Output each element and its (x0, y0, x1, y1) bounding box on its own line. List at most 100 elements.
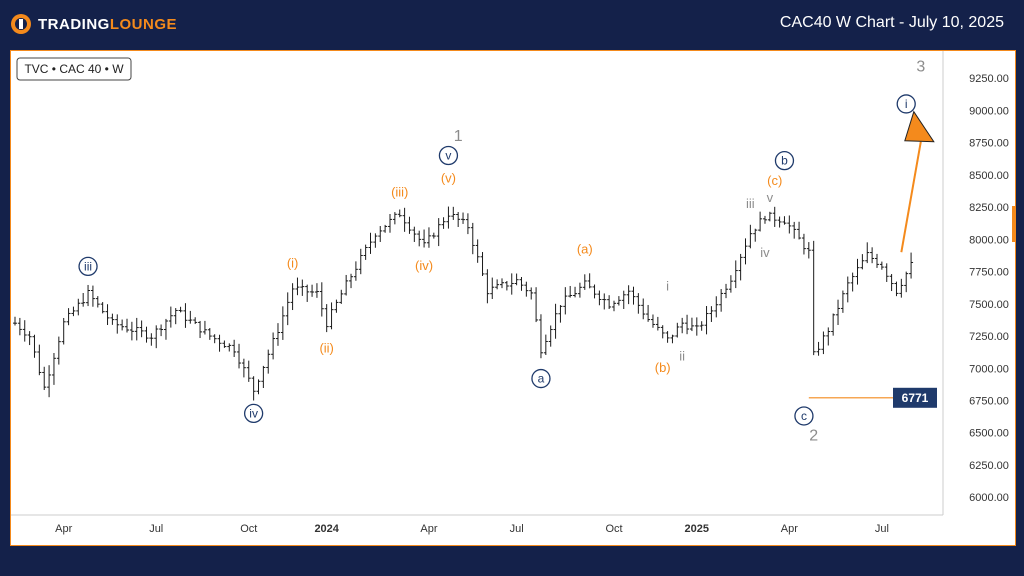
ohlc-bar (685, 314, 690, 335)
ohlc-bar (772, 206, 777, 227)
logo-text: TRADINGLOUNGE (38, 15, 177, 33)
symbol-badge-box (16, 57, 132, 81)
ohlc-bar (694, 317, 699, 336)
symbol-badge[interactable]: TVC • CAC 40 • W (16, 57, 132, 81)
ohlc-bar (183, 303, 188, 328)
wave-label: (ii) (319, 341, 333, 356)
projection-arrow-head (904, 110, 935, 143)
wave-label: a (531, 368, 551, 389)
ohlc-bar (524, 281, 529, 297)
ohlc-bar (241, 358, 246, 378)
ohlc-bar (470, 222, 475, 255)
ohlc-bar (855, 258, 860, 285)
ohlc-bar (407, 216, 412, 234)
ohlc-bar (573, 286, 578, 298)
ohlc-bar (246, 360, 251, 382)
ohlc-bar (217, 334, 222, 352)
ohlc-bar (480, 252, 485, 276)
ohlc-bar (285, 292, 290, 326)
price-chart[interactable]: 9500.00 9250.00 9000.00 8750.00 8500.00 8250.… (11, 41, 1015, 545)
ohlc-bar (154, 325, 159, 349)
header-bar: TRADINGLOUNGE CAC40 W Chart - July 10, 2… (0, 0, 1024, 48)
ohlc-bar (95, 296, 100, 308)
wave-label-text: 1 (454, 128, 463, 145)
logo-icon (11, 14, 31, 34)
ohlc-bar (451, 206, 456, 220)
wave-label-circle (794, 406, 814, 426)
ohlc-bar (826, 327, 831, 346)
ohlc-bar (71, 306, 76, 317)
ohlc-bar (417, 230, 422, 247)
ohlc-bar (860, 254, 865, 270)
ohlc-bar (412, 226, 417, 242)
ohlc-bar (436, 218, 441, 247)
ohlc-bar (495, 279, 500, 290)
ohlc-bar (782, 216, 787, 225)
time-axis[interactable]: Apr Jul Oct 2024 Apr Jul Oct 2025 Apr Jul (55, 523, 889, 535)
ohlc-bar (363, 244, 368, 260)
ohlc-bar (168, 306, 173, 328)
time-tick-label: Jul (149, 523, 163, 535)
ohlc-bar (159, 324, 164, 337)
price-tick-label: 9500.00 (969, 51, 1009, 53)
ohlc-bar (266, 349, 271, 374)
ohlc-bar (548, 325, 553, 347)
ohlc-bar (894, 281, 899, 297)
wave-label-text: iv (249, 406, 258, 420)
ohlc-bar (714, 296, 719, 318)
ohlc-bar (836, 299, 841, 325)
ohlc-bar (202, 320, 207, 335)
ohlc-bar (314, 283, 319, 298)
wave-label-circle (896, 94, 916, 114)
ohlc-bar (738, 253, 743, 281)
ohlc-bar (66, 308, 71, 326)
wave-label: i (666, 279, 669, 294)
ohlc-bar (831, 313, 836, 336)
wave-label-text: iv (760, 245, 770, 260)
ohlc-bar (680, 317, 685, 334)
ohlc-bar (787, 215, 792, 234)
wave-label-text: (a) (577, 241, 593, 256)
ohlc-bar (178, 306, 183, 313)
ohlc-bar (339, 289, 344, 304)
ohlc-bar (86, 284, 91, 307)
ohlc-bar (689, 317, 694, 332)
price-tick-label: 8500.00 (969, 170, 1009, 182)
ohlc-bar (592, 284, 597, 299)
ohlc-bar (514, 273, 519, 286)
tradinglounge-logo: TRADINGLOUNGE (10, 12, 177, 36)
price-tick-label: 7750.00 (969, 267, 1009, 279)
ohlc-bar (758, 211, 763, 232)
wave-label: (c) (767, 173, 782, 188)
ohlc-bar (889, 274, 894, 292)
price-tick-label: 8000.00 (969, 234, 1009, 246)
ohlc-bar (558, 305, 563, 323)
wave-label: v (438, 145, 459, 166)
ohlc-bar (232, 339, 237, 357)
ohlc-bar (733, 260, 738, 289)
time-tick-label: Apr (781, 523, 798, 535)
wave-label: b (774, 151, 795, 171)
ohlc-bar (42, 366, 47, 391)
ohlc-bar (806, 242, 811, 259)
wave-label: v (767, 190, 774, 205)
ohlc-bar (81, 293, 86, 307)
ohlc-bar (534, 287, 539, 323)
ohlc-bar (699, 321, 704, 331)
ohlc-bar (762, 215, 767, 224)
wave-label-text: v (767, 190, 774, 205)
ohlc-bar (173, 308, 178, 325)
wave-label-text: iii (746, 196, 755, 211)
price-axis[interactable]: 9500.00 9250.00 9000.00 8750.00 8500.00 8250.… (969, 41, 1009, 504)
ohlc-bar (553, 303, 558, 339)
ohlc-bar (621, 290, 626, 310)
wave-label-text: (i) (287, 256, 299, 271)
time-tick-label: Apr (55, 523, 72, 535)
price-tick-label: 8250.00 (969, 202, 1009, 214)
ohlc-bar (256, 379, 261, 395)
ohlc-bar (904, 271, 909, 293)
ohlc-bar (899, 278, 904, 298)
ohlc-bar (329, 302, 334, 330)
ohlc-bar (222, 340, 227, 348)
ohlc-bar (373, 233, 378, 248)
